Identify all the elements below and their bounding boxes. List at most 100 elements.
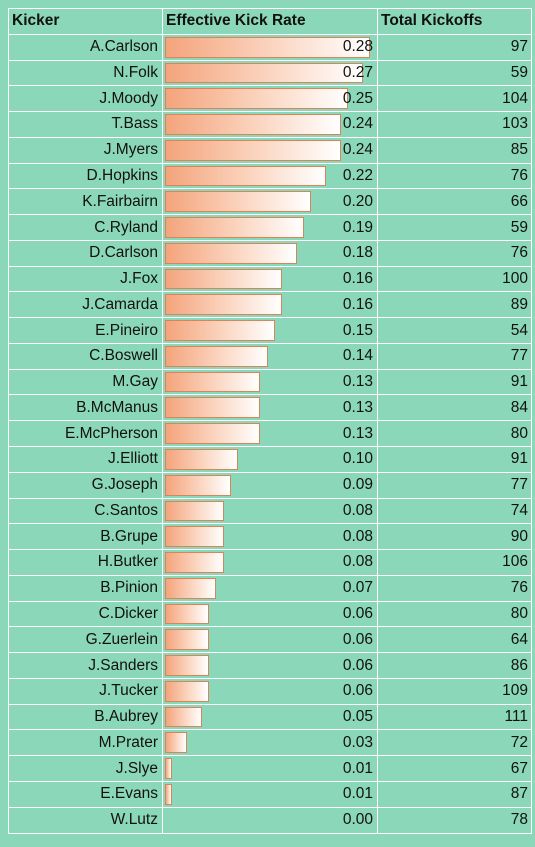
rate-value: 0.07: [342, 579, 373, 597]
rate-value: 0.22: [342, 166, 373, 184]
rate-bar: [165, 165, 326, 187]
rate-cell: 0.00: [162, 806, 378, 834]
table-row: E.Pineiro 0.15 54: [8, 317, 532, 344]
total-kickoffs: 77: [377, 471, 532, 499]
rate-cell: 0.06: [162, 600, 378, 628]
total-kickoffs: 54: [377, 317, 532, 344]
rate-value: 0.25: [342, 89, 373, 107]
total-kickoffs: 90: [377, 523, 532, 551]
rate-value: 0.09: [342, 476, 373, 494]
table-row: B.Grupe 0.08 90: [8, 523, 532, 551]
rate-cell: 0.13: [162, 368, 378, 396]
table-row: C.Santos 0.08 74: [8, 497, 532, 525]
rate-value: 0.14: [342, 347, 373, 365]
rate-bar: [165, 191, 311, 213]
rate-cell: 0.09: [162, 471, 378, 499]
total-kickoffs: 64: [377, 626, 532, 654]
kicker-name: B.McManus: [8, 394, 163, 422]
kicker-table: Kicker Effective Kick Rate Total Kickoff…: [8, 8, 532, 834]
total-kickoffs: 77: [377, 342, 532, 370]
total-kickoffs: 97: [377, 33, 532, 61]
total-kickoffs: 80: [377, 420, 532, 448]
rate-cell: 0.18: [162, 239, 378, 267]
rate-bar: [165, 139, 341, 161]
kicker-name: J.Tucker: [8, 677, 163, 705]
header-row: Kicker Effective Kick Rate Total Kickoff…: [8, 8, 532, 35]
kicker-name: D.Hopkins: [8, 162, 163, 190]
kicker-name: E.Evans: [8, 780, 163, 808]
total-kickoffs: 66: [377, 188, 532, 216]
kicker-name: C.Boswell: [8, 342, 163, 370]
table-row: C.Ryland 0.19 59: [8, 214, 532, 241]
total-kickoffs: 100: [377, 265, 532, 293]
total-kickoffs: 87: [377, 780, 532, 808]
header-kicker: Kicker: [8, 8, 163, 35]
table-row: C.Boswell 0.14 77: [8, 342, 532, 370]
kicker-name: J.Elliott: [8, 446, 163, 473]
total-kickoffs: 59: [377, 59, 532, 87]
kicker-name: A.Carlson: [8, 33, 163, 61]
rate-cell: 0.14: [162, 342, 378, 370]
total-kickoffs: 111: [377, 703, 532, 731]
kicker-name: M.Prater: [8, 729, 163, 757]
kicker-name: G.Zuerlein: [8, 626, 163, 654]
total-kickoffs: 86: [377, 652, 532, 679]
total-kickoffs: 91: [377, 368, 532, 396]
rate-bar: [165, 732, 187, 754]
rate-cell: 0.24: [162, 136, 378, 164]
table-row: M.Prater 0.03 72: [8, 729, 532, 757]
rate-bar: [165, 655, 209, 676]
table-row: G.Joseph 0.09 77: [8, 471, 532, 499]
rate-value: 0.06: [342, 682, 373, 700]
table-row: J.Tucker 0.06 109: [8, 677, 532, 705]
rate-bar: [165, 62, 363, 84]
kicker-name: J.Slye: [8, 755, 163, 782]
rate-bar: [165, 397, 260, 419]
rate-value: 0.01: [342, 759, 373, 777]
total-kickoffs: 59: [377, 214, 532, 241]
rate-bar: [165, 88, 348, 110]
kicker-name: J.Fox: [8, 265, 163, 293]
total-kickoffs: 76: [377, 239, 532, 267]
rate-cell: 0.08: [162, 497, 378, 525]
rate-value: 0.13: [342, 398, 373, 416]
total-kickoffs: 85: [377, 136, 532, 164]
rate-value: 0.16: [342, 295, 373, 313]
total-kickoffs: 106: [377, 549, 532, 576]
rate-value: 0.03: [342, 733, 373, 751]
table-row: B.McManus 0.13 84: [8, 394, 532, 422]
table-row: H.Butker 0.08 106: [8, 549, 532, 576]
total-kickoffs: 78: [377, 806, 532, 834]
rate-value: 0.24: [342, 141, 373, 159]
rate-bar: [165, 680, 209, 702]
total-kickoffs: 80: [377, 600, 532, 628]
table-row: B.Pinion 0.07 76: [8, 574, 532, 602]
kicker-name: G.Joseph: [8, 471, 163, 499]
rate-cell: 0.06: [162, 652, 378, 679]
kicker-name: K.Fairbairn: [8, 188, 163, 216]
rate-cell: 0.01: [162, 755, 378, 782]
table-row: J.Slye 0.01 67: [8, 755, 532, 782]
rate-value: 0.06: [342, 656, 373, 674]
kicker-name: J.Camarda: [8, 291, 163, 319]
rate-bar: [165, 423, 260, 445]
kicker-name: E.Pineiro: [8, 317, 163, 344]
rate-cell: 0.25: [162, 85, 378, 113]
table-row: T.Bass 0.24 103: [8, 111, 532, 138]
rate-cell: 0.06: [162, 677, 378, 705]
rate-value: 0.08: [342, 501, 373, 519]
kicker-name: H.Butker: [8, 549, 163, 576]
rate-bar: [165, 603, 209, 625]
rate-value: 0.08: [342, 553, 373, 571]
rate-cell: 0.05: [162, 703, 378, 731]
rate-bar: [165, 500, 224, 522]
table-row: K.Fairbairn 0.20 66: [8, 188, 532, 216]
rate-cell: 0.20: [162, 188, 378, 216]
table-row: A.Carlson 0.28 97: [8, 33, 532, 61]
kicker-name: J.Myers: [8, 136, 163, 164]
rate-value: 0.05: [342, 708, 373, 726]
kicker-name: N.Folk: [8, 59, 163, 87]
table-row: B.Aubrey 0.05 111: [8, 703, 532, 731]
rate-cell: 0.08: [162, 549, 378, 576]
rate-cell: 0.13: [162, 420, 378, 448]
